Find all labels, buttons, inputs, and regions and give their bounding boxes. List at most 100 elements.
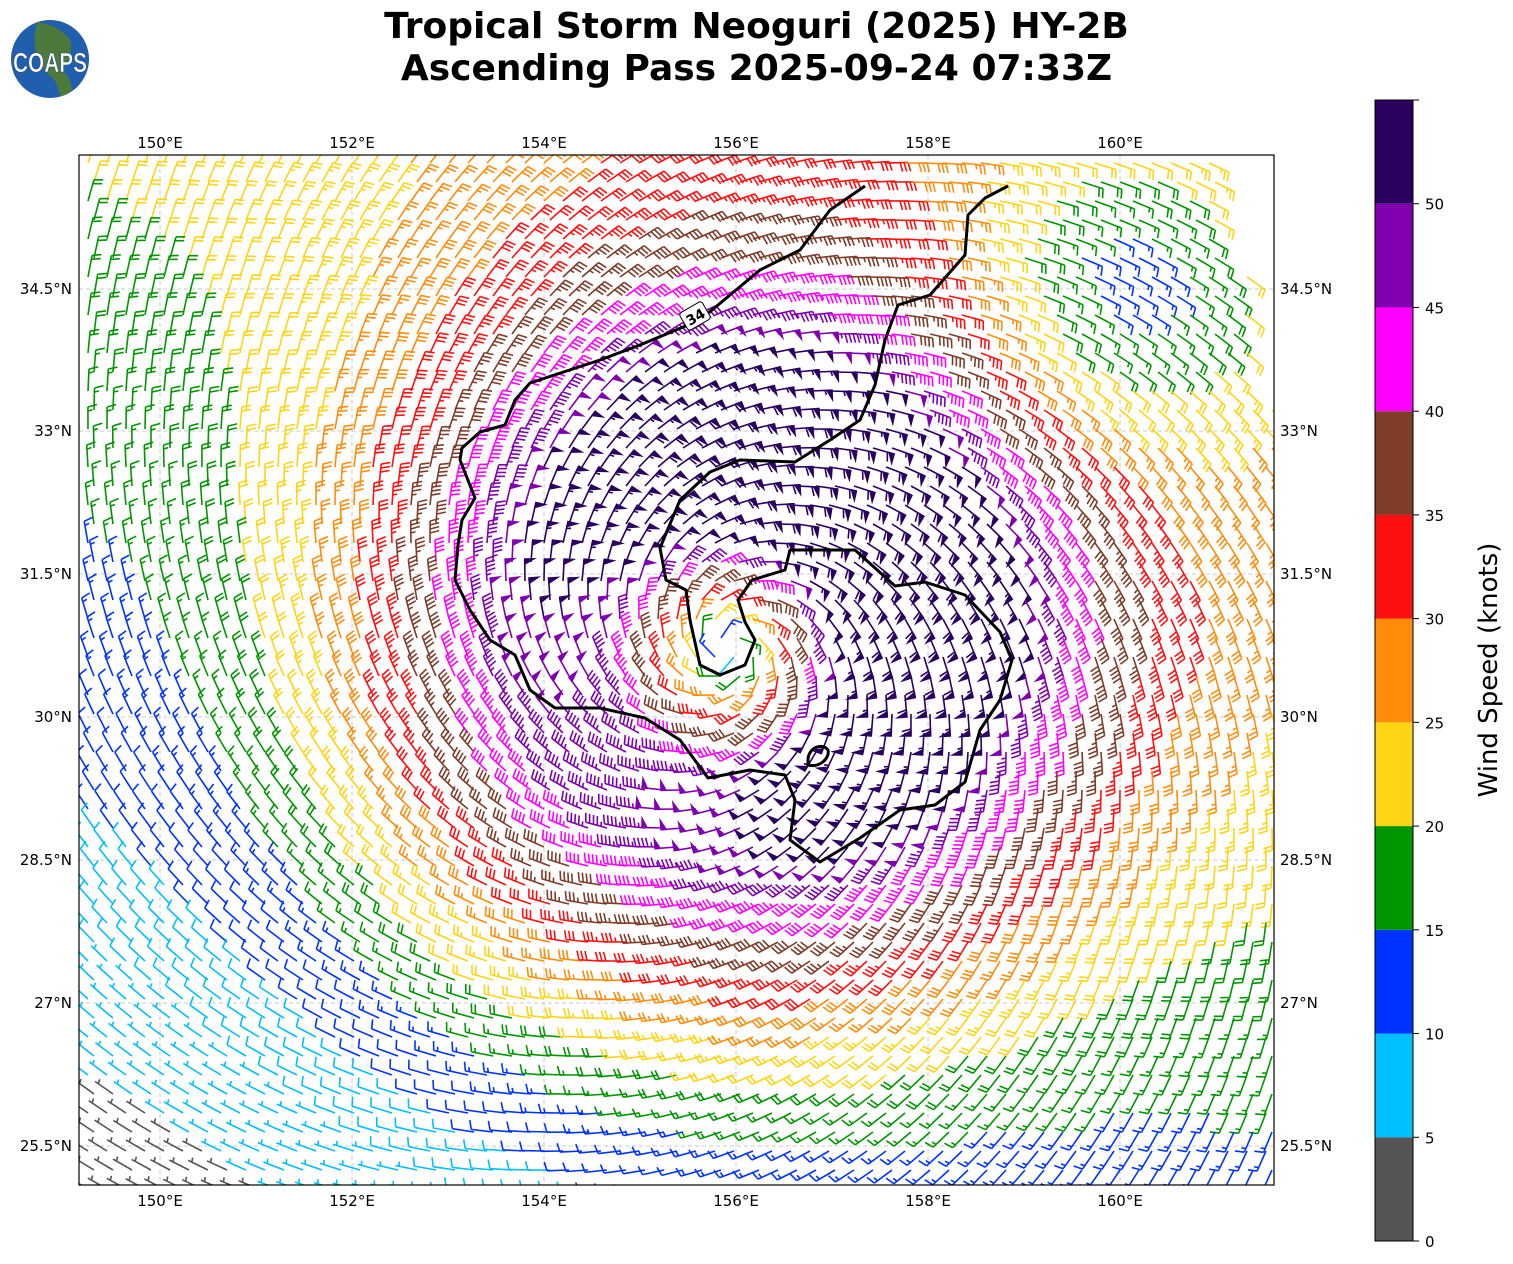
- wind-barb: [163, 217, 180, 240]
- wind-barb: [222, 899, 241, 924]
- wind-barb: [948, 485, 969, 509]
- wind-barb: [1245, 580, 1258, 608]
- wind-barb: [1043, 257, 1066, 275]
- wind-barb: [834, 255, 861, 267]
- wind-barb: [644, 208, 672, 221]
- wind-barb: [410, 294, 431, 316]
- wind-barb: [606, 281, 633, 297]
- wind-barb: [946, 979, 969, 999]
- wind-barb: [568, 391, 593, 411]
- wind-barb: [1189, 200, 1211, 221]
- wind-barb: [315, 368, 331, 392]
- wind-barb: [396, 922, 418, 943]
- wind-barb: [117, 630, 127, 658]
- wind-barb: [739, 596, 767, 607]
- wind-barb: [1171, 1074, 1191, 1096]
- wind-barb: [1077, 960, 1096, 983]
- wind-barb: [902, 922, 925, 942]
- wind-barb: [1081, 333, 1103, 354]
- wind-barb: [1214, 333, 1234, 357]
- wind-barb: [244, 783, 260, 810]
- wind-barb: [1195, 219, 1217, 240]
- wind-barb: [263, 1036, 285, 1057]
- wind-barb: [278, 939, 298, 962]
- wind-barb: [530, 316, 554, 335]
- wind-barb: [486, 407, 506, 430]
- wind-barb: [238, 611, 249, 639]
- wind-barb: [1075, 466, 1093, 491]
- colorbar-tick-label: 25: [1425, 714, 1444, 732]
- wind-barb: [1081, 409, 1101, 433]
- wind-barb: [511, 203, 536, 221]
- wind-barb: [547, 810, 570, 829]
- wind-barb: [467, 518, 479, 544]
- wind-barb: [1234, 1131, 1254, 1153]
- wind-barb: [1043, 371, 1064, 392]
- wind-barb: [961, 390, 984, 409]
- wind-barb: [689, 1188, 715, 1196]
- wind-barb: [777, 637, 791, 664]
- wind-barb: [492, 389, 513, 411]
- wind-barb: [1227, 390, 1245, 415]
- wind-barb: [1195, 371, 1214, 395]
- wind-barb: [899, 1074, 925, 1091]
- wind-barb: [158, 554, 168, 582]
- wind-barb: [207, 1119, 228, 1133]
- wind-barb: [1214, 371, 1233, 396]
- wind-barb: [1100, 485, 1117, 511]
- wind-barb: [454, 201, 478, 221]
- wind-barb: [1100, 1055, 1121, 1077]
- wind-barb: [226, 783, 241, 810]
- wind-barb: [644, 395, 671, 411]
- wind-barb: [309, 726, 323, 753]
- wind-barb: [93, 1156, 114, 1171]
- wind-barb: [190, 918, 209, 943]
- wind-barb: [193, 630, 203, 658]
- wind-barb: [187, 460, 198, 487]
- wind-barb: [587, 577, 601, 600]
- wind-barb: [416, 350, 435, 373]
- wind-barb: [87, 155, 92, 164]
- wind-barb: [125, 179, 142, 202]
- wind-barb: [1005, 447, 1025, 470]
- wind-barb: [1106, 732, 1118, 760]
- wind-barb: [639, 611, 652, 639]
- wind-barb: [619, 188, 646, 202]
- wind-barb: [127, 1021, 146, 1038]
- wind-barb: [1018, 504, 1036, 529]
- wind-barb: [315, 479, 326, 505]
- wind-barb: [206, 1157, 228, 1171]
- wind-barb: [568, 205, 595, 221]
- wind-barb: [549, 353, 573, 373]
- wind-barb: [923, 618, 936, 645]
- wind-barb: [882, 922, 906, 942]
- wind-barb: [1119, 219, 1142, 238]
- wind-barb: [1214, 485, 1230, 512]
- wind-barb: [143, 611, 153, 639]
- wind-barb: [1037, 998, 1058, 1020]
- wind-barb: [163, 291, 178, 316]
- wind-barb: [283, 958, 304, 981]
- wind-barb: [107, 1059, 127, 1076]
- wind-barb: [1246, 352, 1265, 377]
- wind-barb: [834, 485, 858, 504]
- wind-barb: [657, 302, 685, 317]
- wind-barb: [534, 631, 547, 658]
- wind-barb: [220, 292, 236, 316]
- wind-barb: [419, 765, 437, 791]
- wind-barb: [1233, 295, 1253, 318]
- wind-barb: [265, 919, 285, 943]
- wind-barb: [220, 217, 238, 240]
- wind-barb: [1170, 200, 1192, 220]
- wind-barb: [714, 494, 741, 507]
- wind-barb: [283, 274, 301, 297]
- wind-barb: [1100, 409, 1120, 433]
- wind-barb: [266, 880, 285, 905]
- wind-barb: [1179, 1017, 1197, 1040]
- wind-barb: [372, 294, 392, 316]
- wind-barb: [448, 518, 459, 544]
- wind-barb: [1002, 1093, 1026, 1113]
- wind-barb: [587, 205, 614, 221]
- wind-barb: [1151, 1189, 1172, 1208]
- wind-barb: [967, 295, 991, 311]
